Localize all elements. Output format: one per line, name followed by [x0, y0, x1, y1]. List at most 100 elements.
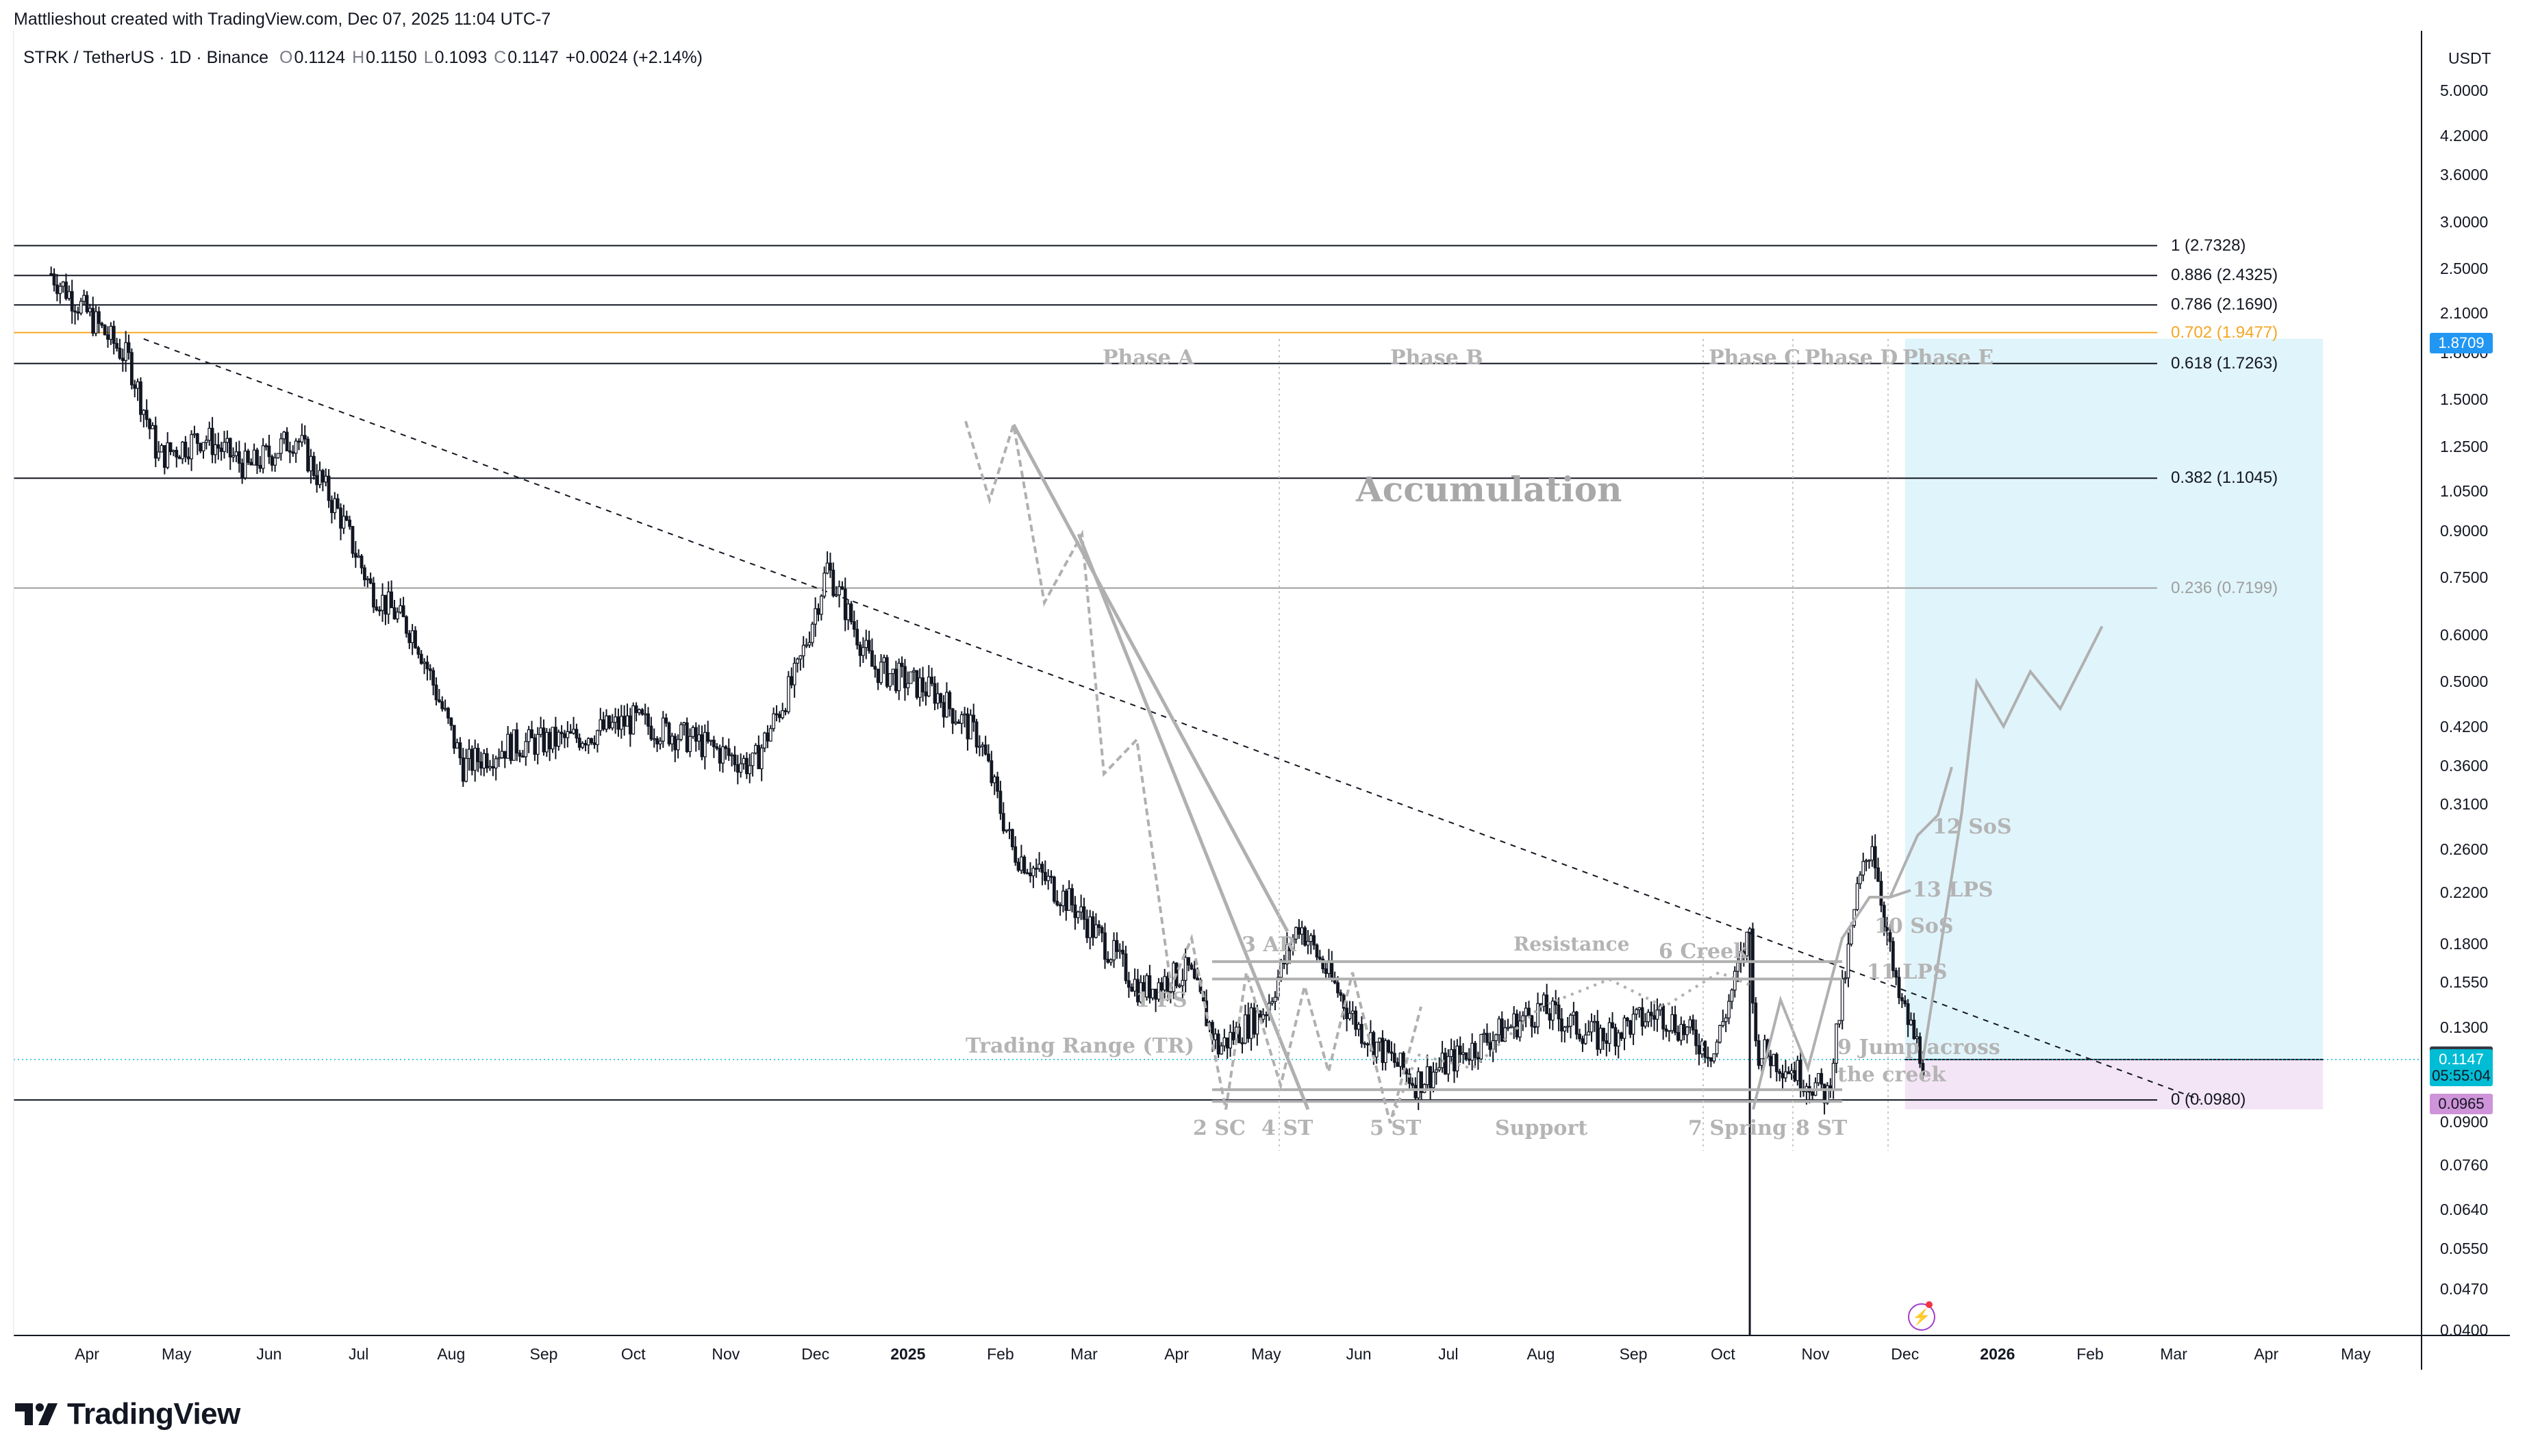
candle-body — [1261, 1014, 1265, 1020]
candle-body — [1229, 1031, 1232, 1049]
candle-body — [1405, 1069, 1409, 1075]
candle-body — [115, 342, 118, 349]
candle-body — [1870, 846, 1874, 861]
candle-body — [998, 790, 1003, 814]
attribution-text: Mattlieshout created with TradingView.co… — [14, 10, 551, 29]
candle-body — [1781, 1072, 1785, 1079]
wyckoff-decline-line — [1011, 423, 1290, 933]
candle-body — [360, 555, 364, 568]
x-tick-label: 2026 — [1980, 1345, 2015, 1363]
candle-body — [449, 717, 453, 726]
candle-body — [381, 594, 384, 611]
wyckoff-label-sc: 2 SC — [1193, 1116, 1246, 1140]
candle-body — [306, 438, 310, 472]
candle-body — [1742, 951, 1746, 957]
candle-body — [987, 753, 990, 762]
target-zone — [1904, 338, 2324, 1060]
price-tag[interactable]: 1.8709 — [2430, 332, 2493, 353]
candle-body — [1354, 1010, 1358, 1030]
candle-body — [891, 668, 895, 675]
candle-body — [1724, 1017, 1728, 1022]
candle-body — [243, 450, 247, 479]
candle-body — [1787, 1071, 1791, 1075]
candle-body — [1124, 953, 1128, 981]
close-label: C — [494, 48, 507, 67]
candle-body — [1357, 1024, 1361, 1030]
candle-body — [416, 647, 420, 655]
candle-body — [1082, 906, 1086, 920]
candle-body — [1912, 1019, 1916, 1040]
candle-body — [190, 434, 193, 460]
candle-body — [1894, 970, 1898, 978]
fib-level-label: 0.886 (2.4325) — [2171, 266, 2278, 285]
price-tag[interactable]: 0.1147 05:55:04 — [2430, 1049, 2493, 1087]
wyckoff-label-ar: 3 AR — [1242, 933, 1296, 957]
candle-body — [1157, 982, 1161, 1000]
y-tick-label: 3.0000 — [2440, 212, 2489, 231]
y-axis-currency[interactable]: USDT — [2448, 49, 2491, 67]
candle-body — [1482, 1033, 1486, 1035]
candle-body — [1712, 1053, 1716, 1062]
candle-body — [566, 731, 570, 738]
alert-icon[interactable]: ⚡ — [1908, 1303, 1935, 1331]
candle-body — [386, 591, 390, 615]
tradingview-logo[interactable]: TradingView — [15, 1397, 240, 1431]
candle-body — [1374, 1042, 1379, 1057]
tradingview-brand: TradingView — [67, 1397, 240, 1431]
candle-body — [1545, 994, 1549, 1014]
candle-body — [909, 671, 913, 684]
candle-body — [605, 715, 608, 730]
candle-body — [1679, 1024, 1683, 1041]
candle-body — [619, 716, 623, 730]
candle-body — [968, 714, 972, 740]
wyckoff-label-trading-range: Trading Range (TR) — [966, 1034, 1195, 1058]
wyckoff-label-resistance: Resistance — [1513, 933, 1630, 955]
x-tick-label: Feb — [987, 1345, 1014, 1363]
candle-body — [563, 733, 566, 738]
candle-body — [667, 723, 671, 744]
candle-body — [228, 438, 232, 457]
candle-body — [1148, 975, 1152, 999]
candle-body — [1034, 868, 1038, 870]
candle-body — [1611, 1022, 1614, 1029]
candle-body — [1001, 813, 1005, 831]
candle-body — [401, 605, 405, 618]
candle-body — [933, 683, 937, 704]
candle-body — [829, 562, 832, 571]
candle-body — [1694, 1029, 1698, 1046]
y-tick-label: 5.0000 — [2440, 81, 2489, 100]
candle-body — [730, 754, 733, 757]
candle-body — [1038, 864, 1041, 870]
candle-body — [1339, 992, 1343, 996]
x-tick-label: May — [2341, 1345, 2371, 1363]
symbol-label[interactable]: STRK / TetherUS · 1D · Binance — [23, 48, 269, 67]
candle-body — [49, 273, 53, 275]
candle-body — [309, 455, 313, 472]
candle-body — [992, 776, 996, 783]
candle-body — [703, 731, 707, 757]
y-tick-label: 0.9000 — [2440, 521, 2489, 540]
y-tick-label: 2.1000 — [2440, 304, 2489, 323]
candle-body — [506, 733, 510, 759]
candle-body — [1491, 1040, 1495, 1050]
candle-body — [709, 740, 713, 742]
candle-body — [1398, 1052, 1403, 1067]
candle-body — [954, 721, 957, 724]
candle-body — [330, 500, 334, 514]
candle-body — [303, 435, 307, 440]
candle-body — [825, 562, 829, 574]
price-tag[interactable]: 0.0965 — [2430, 1093, 2493, 1114]
candle-body — [1079, 906, 1083, 913]
candle-body — [1706, 1057, 1710, 1059]
candle-body — [1279, 959, 1283, 978]
candle-body — [1640, 1007, 1644, 1027]
candle-body — [1826, 1085, 1829, 1104]
candle-body — [407, 633, 412, 643]
wyckoff-label-lps13: 13 LPS — [1913, 878, 1994, 902]
candle-body — [55, 284, 59, 294]
y-tick-label: 0.1800 — [2440, 935, 2489, 953]
candle-body — [151, 425, 155, 429]
candle-body — [1873, 846, 1877, 868]
candle-body — [1309, 935, 1313, 942]
